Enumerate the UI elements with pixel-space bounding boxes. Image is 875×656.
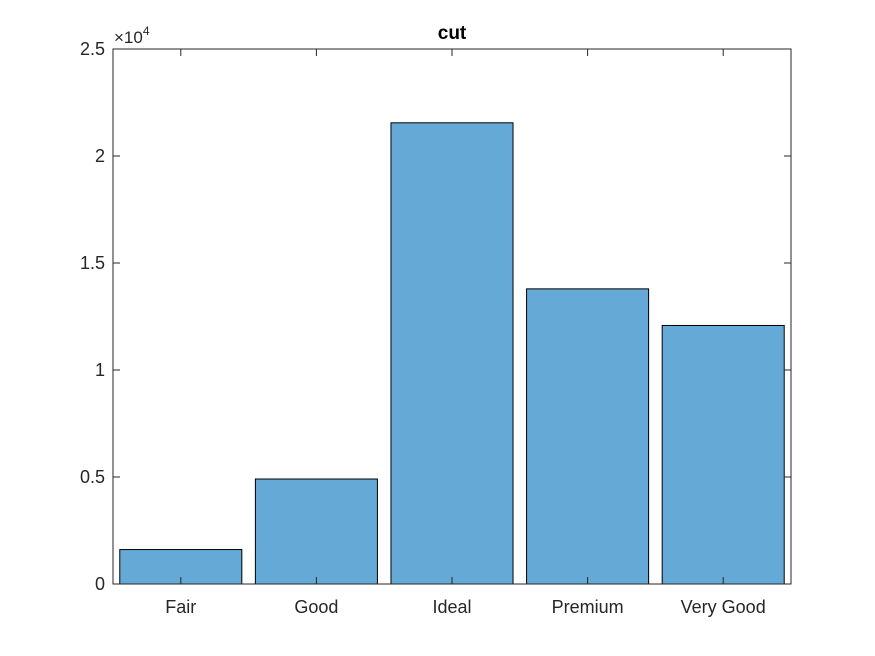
y-tick-label: 2: [95, 146, 105, 166]
x-tick-label: Ideal: [432, 597, 471, 617]
x-ticks-group: Fair Good Ideal Premium Very Good: [165, 49, 766, 617]
y-tick-label: 1.5: [80, 253, 105, 273]
x-tick-label: Fair: [165, 597, 196, 617]
chart-title: cut: [438, 23, 467, 44]
y-tick-label: 0.5: [80, 467, 105, 487]
bar-good: [254, 478, 378, 585]
x-tick-label: Very Good: [681, 597, 766, 617]
bars-group: [119, 122, 785, 585]
bar-ideal: [390, 122, 514, 585]
y-ticks-group: 0 0.5 1 1.5 2 2.5: [80, 39, 791, 594]
x-tick-label: Premium: [552, 597, 624, 617]
y-exponent-base: ×10: [114, 28, 143, 47]
y-tick-label: 1: [95, 360, 105, 380]
y-tick-label: 2.5: [80, 39, 105, 59]
x-tick-label: Good: [294, 597, 338, 617]
y-tick-label: 0: [95, 574, 105, 594]
y-exponent-power: 4: [143, 24, 150, 38]
bar-premium: [526, 288, 650, 585]
y-exponent-label: ×104: [114, 24, 150, 47]
bar-very-good: [661, 324, 785, 585]
